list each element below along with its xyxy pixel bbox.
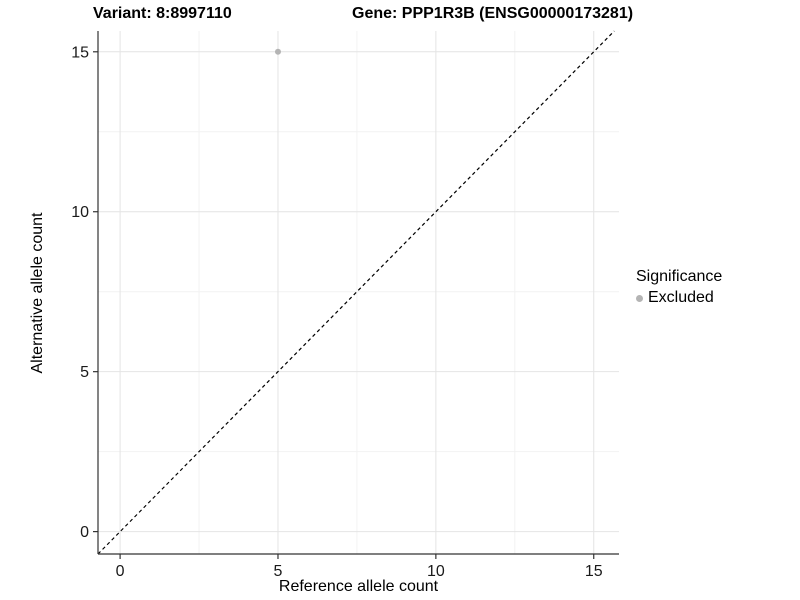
plot-title-gene: Gene: PPP1R3B (ENSG00000173281) <box>352 5 634 22</box>
y-tick-label: 10 <box>71 204 89 221</box>
legend-entry-excluded: Excluded <box>636 289 722 307</box>
y-tick-label: 0 <box>80 524 89 541</box>
x-tick-label: 0 <box>116 563 125 580</box>
x-tick-label: 15 <box>585 563 603 580</box>
x-axis-title: Reference allele count <box>278 578 439 595</box>
plot-title-variant: Variant: 8:8997110 <box>93 5 232 22</box>
legend-entry-label: Excluded <box>648 289 714 306</box>
identity-diagonal-line <box>97 30 615 555</box>
y-tick-label: 15 <box>71 44 89 61</box>
legend-marker-circle-icon <box>636 294 643 302</box>
y-axis-title: Alternative allele count <box>29 212 46 374</box>
x-tick-label: 5 <box>274 563 283 580</box>
legend-title: Significance <box>636 268 723 285</box>
x-tick-label: 10 <box>427 563 445 580</box>
y-tick-label: 5 <box>80 364 89 381</box>
legend: Significance Excluded <box>636 268 722 307</box>
data-point <box>274 48 281 55</box>
